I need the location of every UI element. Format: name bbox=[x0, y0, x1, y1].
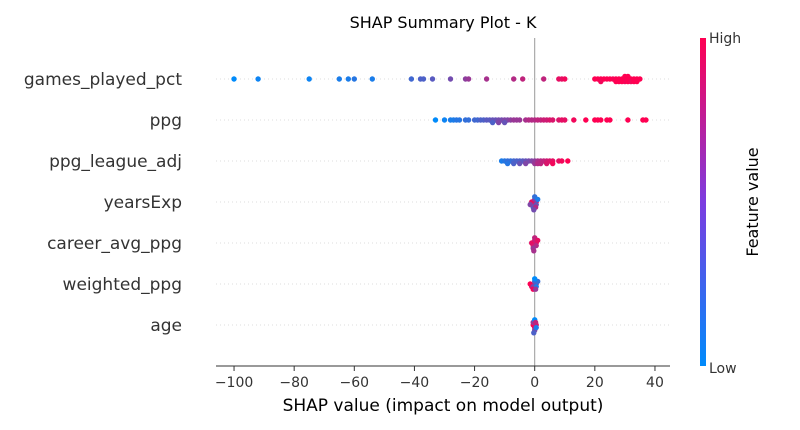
data-point bbox=[231, 76, 237, 82]
data-point bbox=[613, 78, 619, 85]
x-tick-label: 40 bbox=[646, 375, 664, 391]
data-point bbox=[531, 207, 537, 213]
data-point bbox=[255, 76, 261, 82]
data-point bbox=[517, 160, 523, 167]
x-tick-label: 0 bbox=[530, 375, 539, 391]
data-point bbox=[535, 196, 541, 203]
data-point bbox=[532, 276, 538, 282]
data-point bbox=[541, 76, 547, 82]
data-point bbox=[565, 158, 571, 164]
feature-row-guides bbox=[216, 78, 670, 326]
data-point bbox=[441, 117, 448, 123]
data-point bbox=[643, 117, 649, 123]
data-point bbox=[432, 117, 439, 123]
colorbar-high-label: High bbox=[709, 31, 741, 47]
data-point bbox=[562, 76, 568, 82]
colorbar-gradient bbox=[700, 38, 706, 366]
colorbar-low-label: Low bbox=[709, 361, 737, 377]
data-point bbox=[465, 76, 472, 82]
data-point bbox=[625, 117, 631, 123]
data-point bbox=[547, 117, 553, 123]
data-point bbox=[345, 76, 351, 82]
data-points bbox=[231, 73, 649, 336]
data-point bbox=[559, 158, 565, 164]
data-point bbox=[535, 160, 541, 167]
data-point bbox=[465, 117, 472, 123]
data-point bbox=[550, 160, 556, 167]
data-point bbox=[532, 319, 539, 326]
data-point bbox=[607, 117, 613, 123]
data-point bbox=[544, 160, 550, 167]
feature-label: ppg bbox=[150, 111, 182, 131]
data-point bbox=[523, 160, 529, 167]
data-point bbox=[504, 160, 511, 167]
data-point bbox=[527, 201, 533, 208]
data-point bbox=[351, 76, 357, 82]
data-point bbox=[429, 76, 436, 82]
feature-label: yearsExp bbox=[104, 193, 182, 213]
data-point bbox=[447, 76, 454, 82]
data-point bbox=[511, 160, 517, 167]
data-point bbox=[489, 119, 496, 126]
data-point bbox=[634, 78, 640, 85]
colorbar: High Low Feature value bbox=[700, 31, 762, 377]
chart-title: SHAP Summary Plot - K bbox=[350, 13, 537, 32]
x-tick-label: −60 bbox=[340, 375, 370, 391]
colorbar-title: Feature value bbox=[743, 147, 762, 256]
feature-label: age bbox=[150, 316, 182, 336]
data-point bbox=[583, 117, 589, 123]
data-point bbox=[598, 117, 604, 123]
feature-label: weighted_ppg bbox=[63, 275, 182, 295]
data-point bbox=[520, 76, 526, 82]
data-point bbox=[625, 73, 631, 80]
data-point bbox=[601, 76, 607, 82]
data-point bbox=[501, 119, 508, 126]
data-point bbox=[571, 117, 577, 123]
data-point bbox=[514, 117, 520, 123]
data-point bbox=[531, 330, 537, 336]
feature-label: games_played_pct bbox=[24, 70, 182, 90]
data-point bbox=[420, 76, 427, 82]
x-axis: −100 −80 −60 −40 −20 0 20 40 bbox=[215, 365, 670, 391]
data-point bbox=[511, 76, 517, 82]
data-point bbox=[562, 117, 568, 123]
data-point bbox=[306, 76, 312, 82]
data-point bbox=[336, 76, 342, 82]
data-point bbox=[369, 76, 375, 82]
data-point bbox=[483, 76, 490, 82]
data-point bbox=[532, 286, 539, 292]
data-point bbox=[456, 117, 463, 123]
x-tick-label: −100 bbox=[215, 375, 253, 391]
data-point bbox=[607, 76, 613, 82]
data-point bbox=[526, 117, 532, 123]
feature-label: career_avg_ppg bbox=[47, 234, 182, 254]
data-point bbox=[495, 119, 502, 126]
data-point bbox=[533, 324, 539, 331]
x-tick-label: −80 bbox=[279, 375, 309, 391]
data-point bbox=[531, 248, 537, 254]
feature-label: ppg_league_adj bbox=[49, 152, 182, 172]
x-tick-label: −20 bbox=[460, 375, 490, 391]
x-tick-label: 20 bbox=[586, 375, 604, 391]
x-axis-label: SHAP value (impact on model output) bbox=[283, 396, 604, 416]
data-point bbox=[535, 237, 541, 244]
data-point bbox=[408, 76, 415, 82]
x-tick-label: −40 bbox=[400, 375, 430, 391]
